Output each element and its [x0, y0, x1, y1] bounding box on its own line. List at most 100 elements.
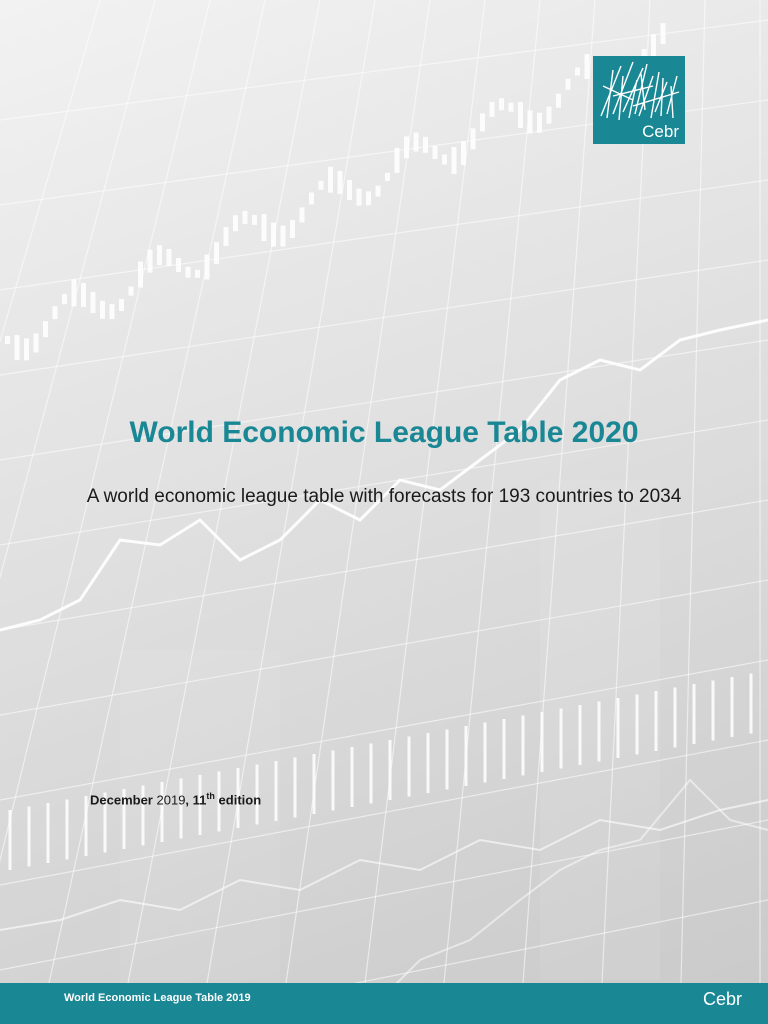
candlestick	[62, 294, 67, 305]
candlestick	[366, 191, 371, 206]
edition-year: 2019	[156, 792, 186, 808]
candlestick	[309, 192, 314, 205]
candlestick	[290, 220, 295, 239]
edition-month: December	[90, 792, 153, 808]
candlestick	[71, 279, 77, 307]
grid-line	[0, 499, 768, 631]
grid-line	[0, 339, 768, 461]
candlestick	[33, 333, 39, 353]
candlestick	[299, 207, 305, 223]
candlestick	[204, 254, 210, 280]
edition-suffix: th	[206, 791, 215, 801]
grid-line	[0, 0, 156, 580]
candlestick	[461, 141, 466, 166]
grid-line	[519, 0, 596, 1024]
footer-logo: Cebr	[702, 989, 742, 1009]
candlestick	[252, 214, 257, 225]
grid-line	[359, 0, 486, 1024]
grid-line	[599, 0, 651, 1024]
grid-line	[0, 0, 101, 344]
candlestick	[499, 98, 504, 111]
candlestick	[119, 298, 124, 311]
edition-number: 11	[192, 792, 207, 808]
candlestick	[584, 54, 590, 80]
candlestick	[432, 146, 438, 160]
grid-line	[439, 0, 541, 1024]
candlestick	[660, 23, 666, 45]
candlestick	[43, 321, 48, 338]
grid-line	[679, 0, 706, 1024]
candlestick	[442, 154, 447, 165]
candlestick	[423, 136, 428, 153]
grid-line	[150, 899, 768, 1024]
candlestick	[556, 93, 561, 108]
candlestick	[537, 112, 542, 133]
candlestick	[195, 269, 200, 278]
candlestick	[470, 128, 476, 150]
candlestick	[109, 304, 115, 320]
footer-bar: World Economic League Table 2019 Cebr	[0, 983, 768, 1024]
candlestick	[261, 214, 267, 242]
grid-line	[199, 0, 376, 1024]
candlestick	[518, 102, 523, 129]
candlestick	[52, 306, 58, 320]
candlestick	[451, 147, 457, 175]
grid-line	[119, 0, 321, 1024]
candlestick	[185, 266, 191, 278]
candlestick	[480, 113, 485, 132]
candlestick	[166, 248, 172, 266]
candlestick	[375, 185, 381, 197]
candlestick	[280, 225, 286, 247]
cebr-logo: Cebr	[593, 56, 685, 144]
report-subtitle: A world economic league table with forec…	[86, 486, 682, 507]
candlestick	[404, 136, 409, 159]
candlestick	[24, 338, 29, 361]
grid-line	[39, 0, 266, 1024]
candlestick	[128, 286, 134, 296]
candlestick	[356, 188, 362, 206]
candlestick	[223, 227, 229, 247]
grid-line	[279, 0, 431, 1024]
candlestick	[233, 215, 238, 232]
report-title: World Economic League Table 2020	[129, 416, 639, 449]
candlestick	[489, 101, 495, 117]
candlestick	[214, 242, 219, 265]
grid-line	[0, 19, 768, 121]
candlestick	[157, 245, 162, 266]
candlestick	[337, 170, 343, 194]
candlestick	[385, 172, 390, 181]
candlestick	[347, 180, 352, 201]
grid-line	[0, 739, 768, 886]
candlestick	[575, 67, 580, 76]
candlestick	[14, 334, 20, 360]
cebr-logo-mark	[600, 61, 680, 121]
candlestick	[527, 110, 533, 134]
grid-line	[0, 259, 768, 376]
candlestick	[81, 283, 86, 308]
candlestick	[138, 261, 143, 288]
grid-line	[0, 819, 768, 971]
candlestick	[100, 300, 105, 319]
candlestick	[318, 180, 324, 190]
footer-title: World Economic League Table 2019	[64, 992, 251, 1004]
candlestick	[176, 258, 181, 273]
grid-line	[0, 659, 768, 801]
candlestick	[90, 292, 96, 314]
grid-line	[0, 179, 768, 291]
candlestick	[651, 34, 656, 59]
candlestick	[271, 222, 276, 247]
candlestick	[394, 147, 400, 173]
candlestick	[147, 249, 153, 273]
grid-line	[0, 579, 768, 716]
candlestick	[328, 166, 333, 193]
candlestick	[565, 78, 571, 90]
candlestick	[242, 210, 248, 224]
edition-word: edition	[218, 792, 262, 808]
cebr-logo-text: Cebr	[642, 122, 679, 141]
grid-line	[0, 419, 768, 546]
candlestick	[5, 336, 10, 344]
candlestick	[546, 106, 552, 124]
candlestick	[508, 102, 514, 112]
